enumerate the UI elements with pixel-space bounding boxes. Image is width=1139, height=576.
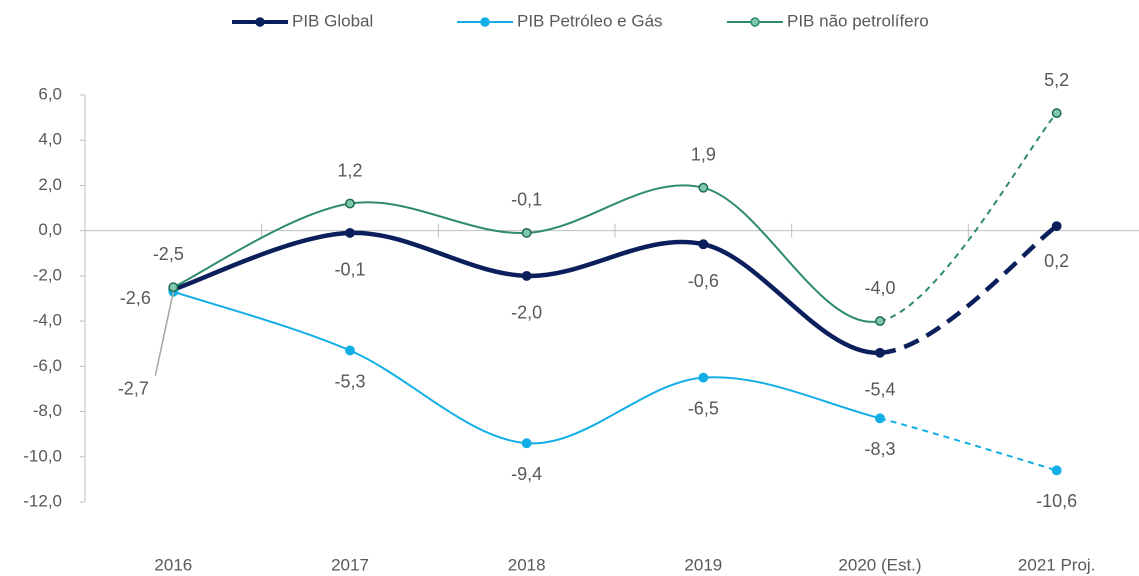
- data-label: -2,5: [153, 244, 184, 264]
- y-tick-label: -12,0: [23, 491, 62, 510]
- point: [875, 316, 885, 327]
- point: [521, 270, 532, 281]
- data-label: -2,6: [120, 288, 151, 308]
- legend-label: PIB não petrolífero: [787, 11, 929, 30]
- data-label: -9,4: [511, 464, 542, 484]
- point: [698, 239, 709, 250]
- point: [521, 438, 532, 449]
- x-tick-label: 2017: [331, 555, 369, 574]
- data-label: -6,5: [688, 398, 719, 418]
- point: [698, 182, 709, 193]
- data-label: -0,6: [688, 271, 719, 291]
- x-tick-label: 2018: [508, 555, 546, 574]
- point: [875, 413, 885, 424]
- data-label: -2,0: [511, 303, 542, 323]
- series-line: [172, 184, 881, 323]
- legend-marker: [750, 17, 760, 27]
- data-label: -8,3: [864, 439, 895, 459]
- series-line: [172, 230, 881, 356]
- series-line-projection: [879, 417, 1057, 472]
- data-label: -5,4: [864, 380, 895, 400]
- data-label: 5,2: [1044, 70, 1069, 90]
- leader-line: [154, 291, 175, 376]
- series-line-projection: [879, 112, 1058, 323]
- data-label: -5,3: [334, 371, 365, 391]
- legend-marker: [255, 17, 265, 27]
- series-line-projection: [879, 224, 1058, 356]
- point: [168, 282, 179, 293]
- y-tick-label: -10,0: [23, 446, 62, 465]
- y-tick-label: 0,0: [38, 220, 62, 239]
- data-label: -0,1: [511, 190, 542, 210]
- legend-label: PIB Global: [292, 11, 373, 30]
- x-tick-label: 2019: [684, 555, 722, 574]
- y-tick-label: -2,0: [33, 265, 62, 284]
- data-label: 0,2: [1044, 251, 1069, 271]
- data-label: 1,2: [337, 160, 362, 180]
- point: [345, 345, 355, 356]
- y-tick-label: -6,0: [33, 356, 62, 375]
- y-tick-label: 6,0: [38, 84, 62, 103]
- data-label: -2,7: [118, 378, 149, 398]
- point: [345, 227, 355, 238]
- y-tick-label: 2,0: [38, 175, 62, 194]
- y-tick-label: 4,0: [38, 130, 62, 149]
- legend-label: PIB Petróleo e Gás: [517, 11, 663, 30]
- point: [345, 198, 355, 209]
- data-label: -10,6: [1036, 491, 1077, 511]
- point: [1051, 108, 1062, 119]
- y-tick-label: -8,0: [33, 401, 62, 420]
- point: [1051, 221, 1062, 232]
- point: [521, 227, 532, 238]
- point: [875, 347, 885, 358]
- data-label: -4,0: [864, 278, 895, 298]
- data-label: 1,9: [691, 144, 716, 164]
- y-tick-label: -4,0: [33, 311, 62, 330]
- legend-marker: [480, 17, 490, 27]
- data-label: -0,1: [334, 260, 365, 280]
- x-tick-label: 2020 (Est.): [838, 555, 921, 574]
- point: [698, 372, 709, 383]
- x-tick-label: 2016: [154, 555, 192, 574]
- point: [1051, 465, 1062, 476]
- x-tick-label: 2021 Proj.: [1018, 555, 1096, 574]
